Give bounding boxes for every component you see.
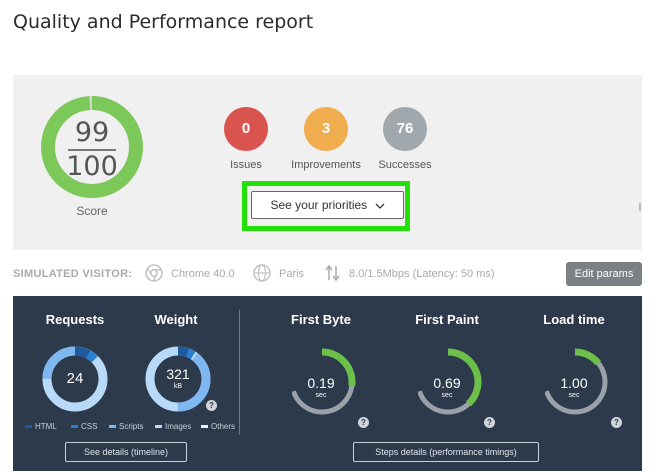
weight-title: Weight bbox=[154, 312, 198, 327]
successes-label: Successes bbox=[378, 159, 432, 171]
legend-scripts: Scripts bbox=[109, 422, 143, 431]
steps-details-button[interactable]: Steps details (performance timings) bbox=[353, 442, 539, 462]
first-paint-value: 0.69 bbox=[433, 375, 461, 391]
weight-unit: kB bbox=[173, 383, 183, 390]
stat-successes[interactable]: 76 Successes bbox=[355, 107, 455, 171]
see-priorities-label: See your priorities bbox=[270, 198, 368, 212]
browser-value: Chrome 40.0 bbox=[171, 268, 235, 280]
edit-params-button[interactable]: Edit params bbox=[566, 262, 642, 286]
summary-panel: 99 100 Score 0 Issues 3 Improvements 76 … bbox=[13, 75, 642, 250]
first-paint-help-icon[interactable]: ? bbox=[484, 417, 495, 428]
score-label: Score bbox=[76, 204, 108, 218]
score-divider bbox=[68, 149, 116, 151]
first-byte-title: First Byte bbox=[291, 312, 351, 327]
first-paint-unit: sec bbox=[441, 392, 453, 399]
stat-issues[interactable]: 0 Issues bbox=[196, 107, 296, 171]
score-value: 99 bbox=[74, 117, 110, 148]
simulated-visitor-label: SIMULATED VISITOR: bbox=[13, 268, 133, 280]
legend-others: Others bbox=[201, 422, 235, 431]
score-ring bbox=[41, 96, 143, 198]
improvements-count: 3 bbox=[304, 107, 348, 151]
globe-icon bbox=[253, 264, 271, 282]
performance-panel: Requests Weight 24 321 kB ? HTML CSS Scr… bbox=[13, 296, 642, 471]
load-time-unit: sec bbox=[568, 392, 580, 399]
see-details-timeline-button[interactable]: See details (timeline) bbox=[65, 442, 187, 462]
legend-css: CSS bbox=[71, 422, 97, 431]
bandwidth-value: 8.0/1.5Mbps (Latency: 50 ms) bbox=[349, 268, 495, 280]
first-paint-gauge bbox=[418, 348, 482, 415]
first-paint-title: First Paint bbox=[415, 312, 479, 327]
first-byte-value: 0.19 bbox=[307, 375, 335, 391]
issues-label: Issues bbox=[230, 159, 262, 171]
load-time-gauge-fill bbox=[574, 348, 601, 366]
load-time-value: 1.00 bbox=[560, 375, 588, 391]
first-byte-unit: sec bbox=[315, 392, 327, 399]
legend-images: Images bbox=[155, 422, 191, 431]
transfer-arrows-icon bbox=[325, 264, 340, 282]
simulated-visitor-bar: SIMULATED VISITOR: Chrome 40.0 Paris 8.0… bbox=[13, 262, 642, 288]
see-priorities-button[interactable]: See your priorities bbox=[251, 191, 404, 219]
requests-title: Requests bbox=[45, 312, 105, 327]
legend-html: HTML bbox=[25, 422, 57, 431]
priorities-highlight bbox=[242, 181, 410, 231]
requests-value: 24 bbox=[66, 370, 84, 387]
issues-count: 0 bbox=[224, 107, 268, 151]
first-paint-gauge-fill bbox=[447, 348, 482, 407]
load-time-title: Load time bbox=[543, 312, 605, 327]
page-title: Quality and Performance report bbox=[13, 11, 314, 33]
weight-help-icon[interactable]: ? bbox=[206, 400, 217, 411]
first-byte-gauge-fill bbox=[321, 348, 356, 387]
location-value: Paris bbox=[279, 268, 305, 280]
chrome-icon bbox=[145, 264, 163, 282]
chevron-down-icon bbox=[375, 203, 384, 209]
load-time-gauge bbox=[545, 348, 608, 415]
scroll-indicator bbox=[639, 203, 641, 211]
score-max: 100 bbox=[66, 151, 118, 182]
successes-count: 76 bbox=[383, 107, 427, 151]
panel-divider bbox=[239, 310, 240, 435]
weight-value: 321 bbox=[166, 366, 190, 382]
first-byte-help-icon[interactable]: ? bbox=[358, 417, 369, 428]
stat-improvements[interactable]: 3 Improvements bbox=[276, 107, 376, 171]
requests-donut bbox=[42, 346, 108, 412]
load-time-help-icon[interactable]: ? bbox=[611, 417, 622, 428]
score-arc bbox=[41, 96, 143, 198]
first-byte-gauge bbox=[292, 348, 356, 415]
weight-donut bbox=[145, 346, 211, 412]
improvements-label: Improvements bbox=[291, 159, 361, 171]
